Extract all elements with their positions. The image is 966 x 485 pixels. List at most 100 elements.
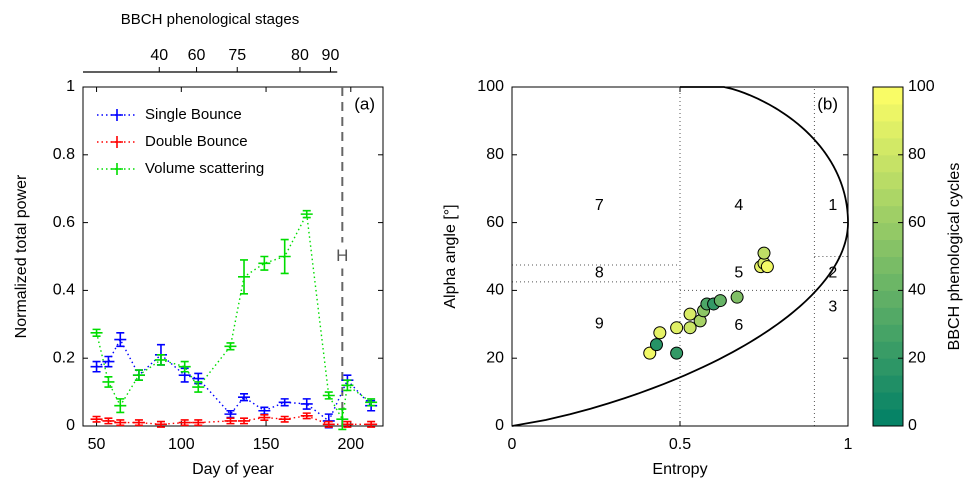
colorbar-tick-label: 80 [908,146,926,163]
colorbar-band [873,358,903,376]
error-bar [114,331,127,348]
colorbar-band [873,239,903,257]
error-bar [154,354,167,366]
error-bar [322,420,335,428]
y-tick-label: 0 [495,417,504,434]
error-bar [102,376,115,388]
error-bar [258,255,271,271]
error-bar [365,420,378,428]
x2-axis-label: BBCH phenological stages [121,11,299,28]
colorbar-band [873,375,903,393]
y-tick-label: 1 [66,78,75,95]
series-line [95,211,372,422]
error-bar [341,379,354,392]
data-point [713,294,727,308]
x-tick-label: 150 [253,436,280,453]
legend-marker [111,109,123,121]
colorbar-band [873,409,903,427]
colorbar-tick-label: 40 [908,282,926,299]
error-bar [90,360,103,373]
error-bar [114,419,127,427]
x-axis-label: Entropy [652,461,707,478]
zone-label: 4 [734,197,743,214]
zone-label: 9 [595,316,604,333]
data-point [653,326,667,340]
colorbar-tick-label: 60 [908,214,926,231]
legend-label: Single Bounce [145,106,242,123]
error-bar [365,398,378,407]
zone-label: 3 [828,299,837,316]
harvest-label-bg [334,242,351,269]
data-point [643,346,657,360]
colorbar-band [873,120,903,139]
colorbar-tick-label: 20 [908,349,926,366]
y-tick-label: 0.4 [53,282,75,299]
x2-tick-label: 80 [291,47,309,64]
data-point [670,346,684,360]
zone-label: 8 [595,265,604,282]
error-bar [238,417,251,425]
zone-label: 6 [734,317,743,334]
error-bar [224,342,237,351]
data-point [757,246,771,260]
colorbar-tick-label: 0 [908,417,917,434]
error-bar [278,415,291,423]
colorbar-band [873,256,903,274]
y-tick-label: 60 [486,214,504,231]
legend-label: Double Bounce [145,133,248,150]
x2-tick-label: 60 [188,47,206,64]
y-tick-label: 0 [66,417,75,434]
colorbar-band [873,171,903,190]
panel-label: (a) [354,94,375,113]
x-tick-label: 50 [88,436,106,453]
colorbar-tick-label: 100 [908,78,935,95]
error-bar [192,381,205,393]
y-tick-label: 0.6 [53,214,75,231]
error-bar [224,417,237,425]
legend-marker [111,163,123,175]
data-point [683,307,697,321]
x2-tick-label: 75 [228,47,246,64]
x-tick-label: 100 [168,436,195,453]
y-axis-label: Normalized total power [13,174,30,338]
error-bar [114,398,127,414]
error-bar [238,392,251,402]
x2-tick-label: 40 [150,47,168,64]
error-bar [132,369,145,382]
error-bar [300,412,313,420]
x-tick-label: 200 [337,436,364,453]
error-bar [90,328,103,337]
error-bar [278,238,291,275]
colorbar-band [873,273,903,291]
error-bar [102,417,115,425]
colorbar-band [873,341,903,359]
x2-tick-label: 90 [322,47,340,64]
zone-label: 1 [828,197,837,214]
colorbar-frame [872,86,904,427]
error-bar [178,360,191,373]
x-tick-label: 1 [844,436,853,453]
colorbar-band [873,205,903,224]
error-bar [238,259,251,295]
data-point [649,338,663,352]
error-bar [154,420,167,428]
x-tick-label: 0.5 [669,436,691,453]
colorbar-band [873,222,903,241]
y-tick-label: 0.8 [53,146,75,163]
colorbar-band [873,103,903,122]
error-bar [258,414,271,422]
zone-label: 7 [595,197,604,214]
error-bar [278,398,291,407]
data-point [730,290,744,304]
x-axis-label: Day of year [192,461,274,478]
error-bar [341,420,354,428]
y-tick-label: 20 [486,349,504,366]
colorbar-label: BBCH phenological cycles [946,163,963,351]
y-axis-label: Alpha angle [°] [442,204,459,308]
colorbar-band [873,307,903,325]
zone-label: 2 [828,265,837,282]
y-tick-label: 100 [477,78,504,95]
data-point [670,321,684,335]
